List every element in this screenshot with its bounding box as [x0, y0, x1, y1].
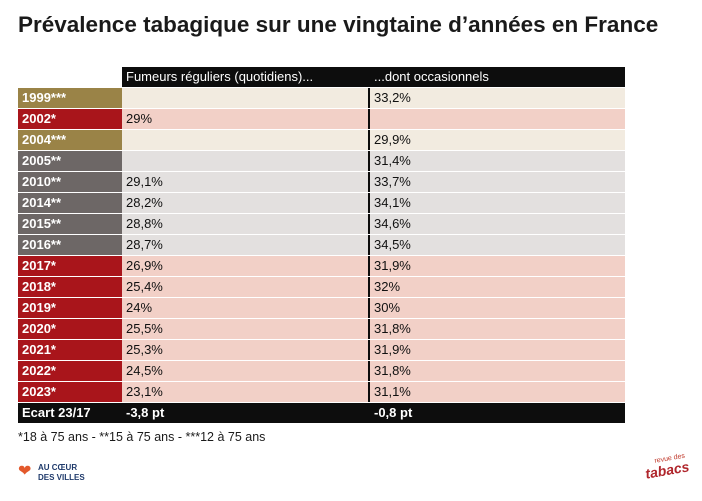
summary-row: Ecart 23/17 -3,8 pt -0,8 pt [18, 403, 625, 423]
cell-occasional-smokers [370, 109, 625, 129]
cell-regular-smokers: 25,4% [122, 277, 370, 297]
cell-occasional-smokers: 34,5% [370, 235, 625, 255]
cell-occasional-smokers: 33,2% [370, 88, 625, 108]
table-row: 2023* 23,1% 31,1% [18, 382, 625, 402]
row-year-label: 2016** [18, 235, 122, 255]
cell-regular-smokers [122, 88, 370, 108]
table-header-row: Fumeurs réguliers (quotidiens)... ...don… [18, 67, 625, 87]
table-row: 2002* 29% [18, 109, 625, 129]
summary-occasional-value: -0,8 pt [370, 403, 625, 423]
row-year-label: 2015** [18, 214, 122, 234]
row-year-label: 2023* [18, 382, 122, 402]
cell-regular-smokers: 28,8% [122, 214, 370, 234]
row-year-label: 2005** [18, 151, 122, 171]
cell-occasional-smokers: 31,8% [370, 319, 625, 339]
cell-regular-smokers: 28,7% [122, 235, 370, 255]
cell-occasional-smokers: 32% [370, 277, 625, 297]
table-row: 2010** 29,1% 33,7% [18, 172, 625, 192]
cell-regular-smokers: 26,9% [122, 256, 370, 276]
table-corner-cell [18, 67, 122, 87]
cell-regular-smokers: 25,5% [122, 319, 370, 339]
table-row: 1999*** 33,2% [18, 88, 625, 108]
row-year-label: 2018* [18, 277, 122, 297]
heart-city-icon: ❤ [18, 463, 32, 480]
row-year-label: 2021* [18, 340, 122, 360]
table-body: 1999*** 33,2% 2002* 29% 2004*** 29,9% 2005** 31… [18, 88, 625, 402]
column-header-occasional: ...dont occasionnels [370, 67, 625, 87]
table-row: 2019* 24% 30% [18, 298, 625, 318]
page-title: Prévalence tabagique sur une vingtaine d… [18, 12, 659, 37]
cell-occasional-smokers: 33,7% [370, 172, 625, 192]
cell-occasional-smokers: 31,8% [370, 361, 625, 381]
column-header-regular: Fumeurs réguliers (quotidiens)... [122, 67, 370, 87]
table-row: 2016** 28,7% 34,5% [18, 235, 625, 255]
table-row: 2004*** 29,9% [18, 130, 625, 150]
cell-occasional-smokers: 34,1% [370, 193, 625, 213]
cell-regular-smokers [122, 151, 370, 171]
cell-regular-smokers [122, 130, 370, 150]
cell-regular-smokers: 25,3% [122, 340, 370, 360]
row-year-label: 2020* [18, 319, 122, 339]
row-year-label: 2019* [18, 298, 122, 318]
cell-occasional-smokers: 34,6% [370, 214, 625, 234]
cell-regular-smokers: 24% [122, 298, 370, 318]
summary-regular-value: -3,8 pt [122, 403, 370, 423]
cell-regular-smokers: 29% [122, 109, 370, 129]
cell-regular-smokers: 28,2% [122, 193, 370, 213]
table-row: 2015** 28,8% 34,6% [18, 214, 625, 234]
table-row: 2022* 24,5% 31,8% [18, 361, 625, 381]
row-year-label: 1999*** [18, 88, 122, 108]
table-row: 2017* 26,9% 31,9% [18, 256, 625, 276]
cell-occasional-smokers: 31,4% [370, 151, 625, 171]
cell-occasional-smokers: 30% [370, 298, 625, 318]
cell-occasional-smokers: 31,9% [370, 256, 625, 276]
logo-right-main: tabacs [644, 458, 691, 482]
table-row: 2005** 31,4% [18, 151, 625, 171]
smoking-prevalence-table: Fumeurs réguliers (quotidiens)... ...don… [18, 66, 625, 424]
cell-occasional-smokers: 31,1% [370, 382, 625, 402]
row-year-label: 2010** [18, 172, 122, 192]
row-year-label: 2014** [18, 193, 122, 213]
cell-occasional-smokers: 29,9% [370, 130, 625, 150]
cell-regular-smokers: 24,5% [122, 361, 370, 381]
summary-label: Ecart 23/17 [18, 403, 122, 423]
row-year-label: 2002* [18, 109, 122, 129]
table-row: 2021* 25,3% 31,9% [18, 340, 625, 360]
table-row: 2014** 28,2% 34,1% [18, 193, 625, 213]
revue-des-tabacs-logo: revue des tabacs [640, 453, 692, 488]
row-year-label: 2022* [18, 361, 122, 381]
row-year-label: 2004*** [18, 130, 122, 150]
footnote: *18 à 75 ans - **15 à 75 ans - ***12 à 7… [18, 430, 266, 444]
cell-regular-smokers: 23,1% [122, 382, 370, 402]
logo-left-line2: DES VILLES [38, 473, 85, 482]
cell-occasional-smokers: 31,9% [370, 340, 625, 360]
table-row: 2018* 25,4% 32% [18, 277, 625, 297]
row-year-label: 2017* [18, 256, 122, 276]
logo-left-line1: AU CŒUR [38, 463, 78, 472]
table-row: 2020* 25,5% 31,8% [18, 319, 625, 339]
cell-regular-smokers: 29,1% [122, 172, 370, 192]
